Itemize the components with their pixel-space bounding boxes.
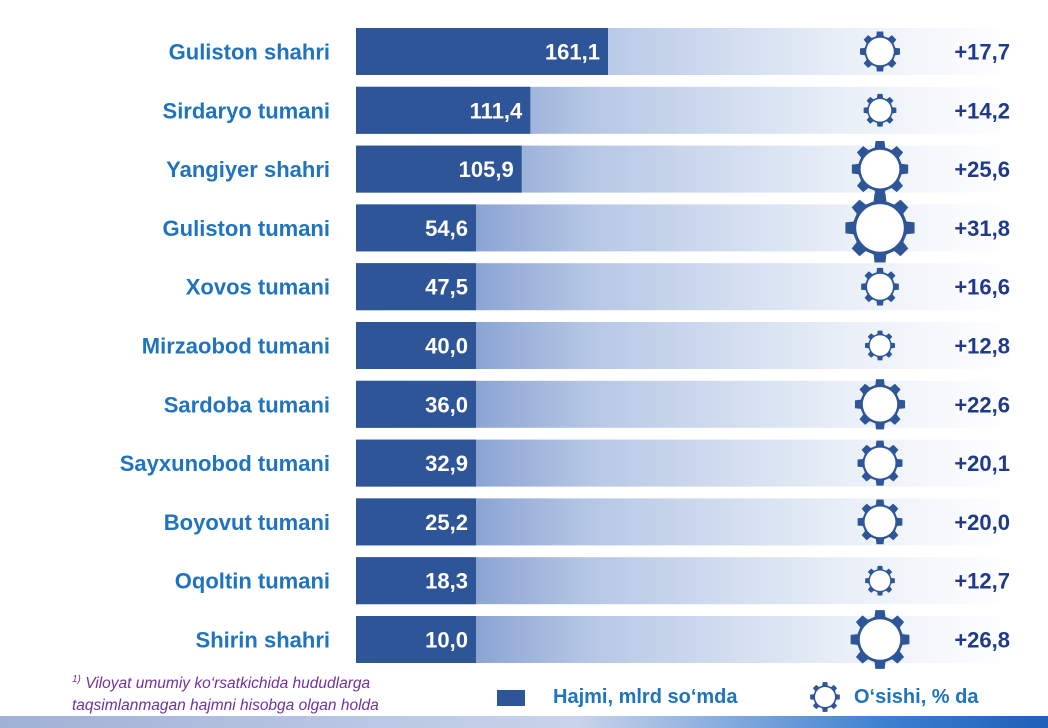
- growth-value-label: +12,7: [954, 569, 1010, 594]
- growth-value-label: +22,6: [954, 392, 1010, 417]
- category-label: Sayxunobod tumani: [120, 451, 330, 476]
- growth-gear-marker: [860, 31, 900, 72]
- bar: [356, 145, 522, 193]
- bar-value-label: 47,5: [425, 275, 468, 300]
- category-label: Sardoba tumani: [164, 392, 330, 417]
- bar-value-label: 36,0: [425, 392, 468, 417]
- legend-growth: O‘sishi, % da: [808, 680, 978, 714]
- growth-value-label: +25,6: [954, 157, 1010, 182]
- growth-gear-marker: [861, 267, 899, 306]
- category-label: Guliston shahri: [169, 40, 330, 65]
- bar: [356, 557, 476, 605]
- category-label: Sirdaryo tumani: [163, 98, 330, 123]
- growth-value-label: +20,0: [954, 510, 1010, 535]
- bar: [356, 498, 476, 546]
- growth-gear-marker: [857, 499, 903, 545]
- bar-value-label: 32,9: [425, 451, 468, 476]
- growth-gear-marker: [854, 379, 906, 430]
- category-label: Shirin shahri: [196, 628, 330, 653]
- growth-value-label: +31,8: [954, 216, 1010, 241]
- bottom-decor-band: [0, 716, 1048, 728]
- category-label: Oqoltin tumani: [175, 569, 330, 594]
- growth-value-label: +26,8: [954, 628, 1010, 653]
- legend-volume: Hajmi, mlrd so‘mda: [497, 686, 738, 709]
- growth-value-label: +16,6: [954, 275, 1010, 300]
- growth-value-label: +20,1: [954, 451, 1010, 476]
- bar-value-label: 161,1: [545, 40, 600, 65]
- category-label: Boyovut tumani: [164, 510, 330, 535]
- bar-value-label: 54,6: [425, 216, 468, 241]
- growth-value-label: +17,7: [954, 40, 1010, 65]
- bar-value-label: 40,0: [425, 334, 468, 359]
- growth-value-label: +14,2: [954, 98, 1010, 123]
- footnote-text: Viloyat umumiy ko‘rsatkichida hududlarga…: [72, 675, 379, 715]
- growth-gear-marker: [845, 193, 915, 263]
- bar-value-label: 25,2: [425, 510, 468, 535]
- growth-gear-marker: [851, 140, 909, 198]
- category-label: Xovos tumani: [186, 275, 330, 300]
- growth-gear-marker: [865, 330, 895, 361]
- bar: [356, 263, 476, 311]
- growth-value-label: +12,8: [954, 334, 1010, 359]
- bar-value-label: 105,9: [459, 157, 514, 182]
- bar-value-label: 10,0: [425, 628, 468, 653]
- growth-gear-marker: [850, 610, 910, 669]
- footnote-marker: 1): [72, 674, 81, 685]
- bar: [356, 380, 476, 428]
- bar: [356, 28, 608, 75]
- legend-growth-label: O‘sishi, % da: [854, 685, 979, 708]
- bar-value-label: 18,3: [425, 569, 468, 594]
- growth-gear-marker: [863, 93, 897, 127]
- bar-value-label: 111,4: [470, 98, 523, 123]
- bar: [356, 204, 476, 252]
- bar: [356, 439, 476, 487]
- growth-gear-marker: [865, 565, 895, 596]
- category-label: Yangiyer shahri: [166, 157, 330, 182]
- bar: [356, 616, 476, 663]
- gear-icon: [810, 682, 840, 712]
- category-label: Guliston tumani: [163, 216, 330, 241]
- category-label: Mirzaobod tumani: [142, 334, 330, 359]
- bar: [356, 322, 476, 369]
- legend-bar-swatch: [497, 689, 525, 706]
- growth-gear-marker: [857, 440, 903, 486]
- legend-volume-label: Hajmi, mlrd so‘mda: [553, 686, 738, 708]
- footnote: 1) Viloyat umumiy ko‘rsatkichida hududla…: [72, 669, 472, 717]
- bar: [356, 86, 531, 134]
